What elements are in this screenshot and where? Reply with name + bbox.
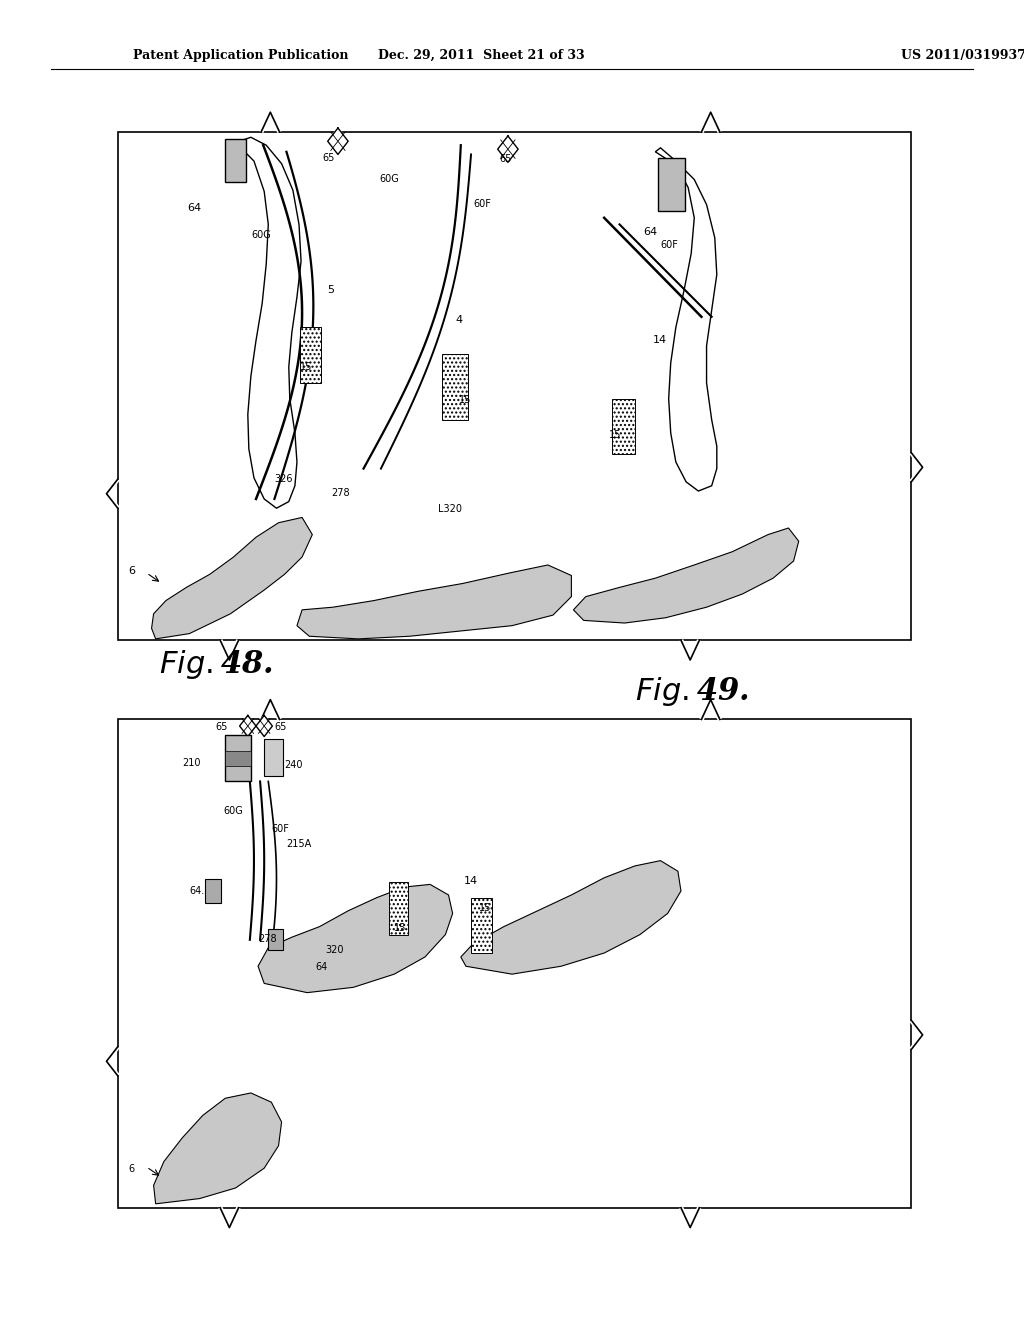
Text: 60G: 60G bbox=[251, 230, 270, 240]
Text: 15: 15 bbox=[300, 362, 312, 372]
Text: 240: 240 bbox=[285, 760, 303, 771]
Text: $\mathit{Fig.}$49.: $\mathit{Fig.}$49. bbox=[635, 675, 749, 708]
Text: 210: 210 bbox=[182, 758, 201, 768]
Bar bbox=[205, 879, 221, 903]
Text: $\mathit{Fig.}$48.: $\mathit{Fig.}$48. bbox=[159, 648, 272, 681]
Text: 64.: 64. bbox=[189, 886, 205, 896]
Polygon shape bbox=[328, 128, 348, 154]
Text: 215A: 215A bbox=[287, 840, 312, 850]
Polygon shape bbox=[498, 136, 518, 162]
Text: 65: 65 bbox=[274, 722, 287, 733]
Text: 60F: 60F bbox=[473, 199, 490, 210]
Polygon shape bbox=[573, 528, 799, 623]
Text: 4: 4 bbox=[456, 315, 463, 326]
Bar bbox=[612, 399, 635, 454]
Bar bbox=[389, 882, 408, 935]
Text: Patent Application Publication: Patent Application Publication bbox=[133, 49, 348, 62]
Text: 64: 64 bbox=[643, 227, 657, 238]
Polygon shape bbox=[258, 884, 453, 993]
Text: 320: 320 bbox=[326, 945, 344, 956]
Bar bbox=[471, 898, 492, 953]
Text: 5: 5 bbox=[328, 285, 335, 296]
Polygon shape bbox=[461, 861, 681, 974]
Text: 64: 64 bbox=[187, 203, 202, 214]
Bar bbox=[658, 158, 685, 211]
Text: L320: L320 bbox=[438, 504, 462, 515]
Polygon shape bbox=[154, 1093, 282, 1204]
Text: 278: 278 bbox=[331, 488, 349, 499]
Text: 65: 65 bbox=[323, 153, 335, 164]
Bar bbox=[300, 327, 321, 383]
Text: 15: 15 bbox=[394, 923, 407, 933]
Text: 60G: 60G bbox=[223, 807, 243, 817]
Text: 326: 326 bbox=[274, 474, 293, 484]
Polygon shape bbox=[256, 715, 272, 737]
Text: 60F: 60F bbox=[271, 824, 289, 834]
Bar bbox=[225, 139, 246, 182]
Text: 6: 6 bbox=[128, 566, 135, 577]
Text: Dec. 29, 2011  Sheet 21 of 33: Dec. 29, 2011 Sheet 21 of 33 bbox=[378, 49, 585, 62]
Bar bbox=[264, 739, 283, 776]
Bar bbox=[225, 735, 251, 781]
Bar bbox=[268, 929, 283, 950]
Polygon shape bbox=[240, 715, 256, 737]
Text: US 2011/0319937 A1: US 2011/0319937 A1 bbox=[901, 49, 1024, 62]
Text: 15: 15 bbox=[609, 430, 622, 441]
Text: 65: 65 bbox=[500, 154, 512, 165]
Bar bbox=[225, 751, 251, 766]
Text: 14: 14 bbox=[653, 335, 668, 346]
Text: 6: 6 bbox=[128, 1164, 134, 1175]
Bar bbox=[118, 719, 911, 1208]
Text: 15: 15 bbox=[459, 395, 471, 405]
Bar bbox=[442, 354, 468, 420]
Text: 65: 65 bbox=[215, 722, 227, 733]
Text: 15: 15 bbox=[479, 903, 492, 913]
Bar bbox=[118, 132, 911, 640]
Text: 278: 278 bbox=[258, 935, 276, 945]
Text: 60G: 60G bbox=[379, 174, 398, 185]
Text: 60F: 60F bbox=[660, 240, 678, 251]
Text: 64: 64 bbox=[315, 962, 328, 973]
Polygon shape bbox=[152, 517, 312, 639]
Polygon shape bbox=[297, 565, 571, 639]
Text: 14: 14 bbox=[464, 876, 478, 887]
